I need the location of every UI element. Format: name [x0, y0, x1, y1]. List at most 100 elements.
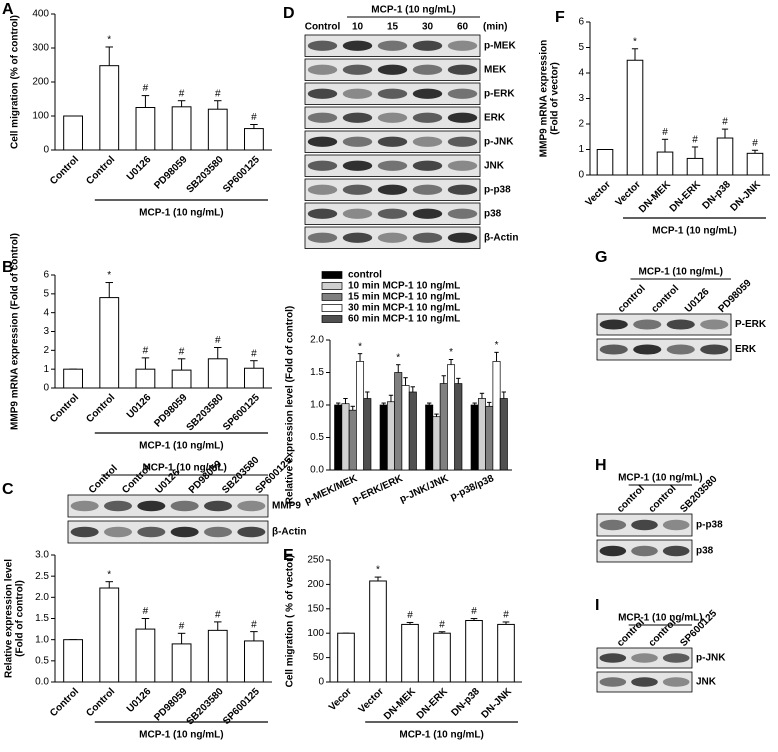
bar — [433, 632, 451, 683]
blot-band — [377, 112, 408, 123]
bar — [454, 383, 463, 471]
legend-label: 30 min MCP-1 10 ng/mL — [348, 303, 460, 314]
bar — [171, 106, 192, 151]
blot-header: MCP-1 (10 ng/mL) — [618, 613, 702, 624]
blot-band — [377, 184, 408, 195]
x-tick-label: Vecor — [327, 686, 354, 713]
annotation: # — [662, 127, 668, 138]
blot-band — [662, 653, 690, 663]
x-tick-label: U0126 — [125, 686, 154, 715]
x-tick-label: Control — [48, 686, 81, 719]
y-tick-label: 2 — [578, 119, 584, 130]
blot-band — [342, 88, 373, 99]
y-tick-label: 1.0 — [35, 634, 49, 645]
lane-label: 60 — [457, 22, 469, 33]
band-label: ERK — [735, 344, 757, 355]
blot-band — [70, 500, 99, 512]
blot-band — [447, 40, 478, 51]
bar — [379, 404, 388, 471]
blot-band — [631, 545, 658, 557]
x-tick-label: p-JNK/JNK — [398, 473, 451, 505]
blot-band — [412, 232, 443, 243]
annotation: # — [251, 348, 257, 359]
band-label: p38 — [484, 208, 502, 219]
blot-header: MCP-1 (10 ng/mL) — [142, 463, 226, 474]
x-tick-label: Vector — [614, 179, 643, 208]
annotation: # — [722, 117, 728, 128]
panel-letter: D — [283, 5, 295, 22]
y-tick-label: 0.0 — [310, 465, 324, 476]
y-tick-label: 5 — [43, 288, 49, 299]
blot-band — [237, 500, 266, 512]
band-label: p-MEK — [484, 40, 516, 51]
blot-band — [412, 184, 443, 195]
blot-strip — [596, 338, 732, 361]
panel-letter: I — [595, 597, 599, 614]
bar — [369, 580, 387, 683]
x-tick-label: DN-ERK — [415, 686, 451, 722]
blot-band — [307, 208, 338, 219]
blot-band — [204, 500, 232, 512]
blot-band — [633, 319, 662, 330]
blot-band — [342, 208, 373, 219]
x-tick-label: p-ERK/ERK — [351, 473, 406, 506]
bar — [447, 364, 456, 471]
y-tick-label: 200 — [307, 579, 324, 590]
bar — [485, 405, 494, 471]
blot-header: MCP-1 (10 ng/mL) — [371, 5, 455, 16]
y-tick-label: 3 — [43, 326, 49, 337]
bar — [63, 115, 83, 151]
x-tick-label: SB203580 — [185, 154, 227, 196]
bar — [348, 409, 357, 471]
blot-band — [700, 319, 729, 330]
blot-header: MCP-1 (10 ng/mL) — [618, 473, 702, 484]
x-tick-label: Vector — [584, 179, 613, 208]
y-tick-label: 3 — [578, 93, 584, 104]
y-tick-label: 2.5 — [35, 571, 49, 582]
blot-strip — [304, 106, 481, 129]
bar — [465, 620, 483, 683]
x-tick-label: Control — [84, 686, 117, 719]
legend-swatch — [321, 282, 343, 290]
annotation: # — [407, 610, 413, 621]
blot-band — [447, 232, 478, 243]
y-tick-label: 1 — [43, 364, 49, 375]
x-tick-label: Control — [84, 392, 117, 425]
band-label: β-Actin — [272, 527, 306, 538]
blot-band — [631, 653, 658, 663]
band-label: MMP9 — [272, 501, 301, 512]
blot-band — [237, 526, 266, 538]
blot-band — [412, 88, 443, 99]
blot-band — [307, 232, 338, 243]
blot-band — [662, 677, 690, 687]
blot-band — [447, 112, 478, 123]
blot-band — [307, 88, 338, 99]
group-label: MCP-1 (10 ng/mL) — [399, 730, 483, 741]
bar — [244, 640, 264, 683]
blot-band — [447, 208, 478, 219]
blot-strip — [67, 494, 269, 518]
legend-swatch — [321, 304, 343, 312]
blot-band — [599, 344, 628, 355]
bar — [244, 367, 264, 389]
blot-band — [377, 160, 408, 171]
blot-band — [447, 160, 478, 171]
blot-band — [70, 526, 99, 538]
band-label: MEK — [484, 64, 507, 75]
blot-band — [631, 519, 658, 531]
lane-label: 10 — [352, 22, 364, 33]
blot-band — [599, 677, 627, 687]
blot-band — [342, 40, 373, 51]
bar — [334, 404, 343, 471]
band-label: p-JNK — [484, 136, 514, 147]
lane-label: control — [647, 483, 679, 515]
bar — [244, 128, 264, 151]
blot-band — [377, 232, 408, 243]
lane-label: Control — [87, 463, 120, 496]
blot-band — [307, 184, 338, 195]
blot-band — [599, 319, 628, 330]
y-tick-label: 300 — [32, 43, 49, 54]
y-tick-label: 6 — [43, 270, 49, 281]
annotation: # — [179, 88, 185, 99]
